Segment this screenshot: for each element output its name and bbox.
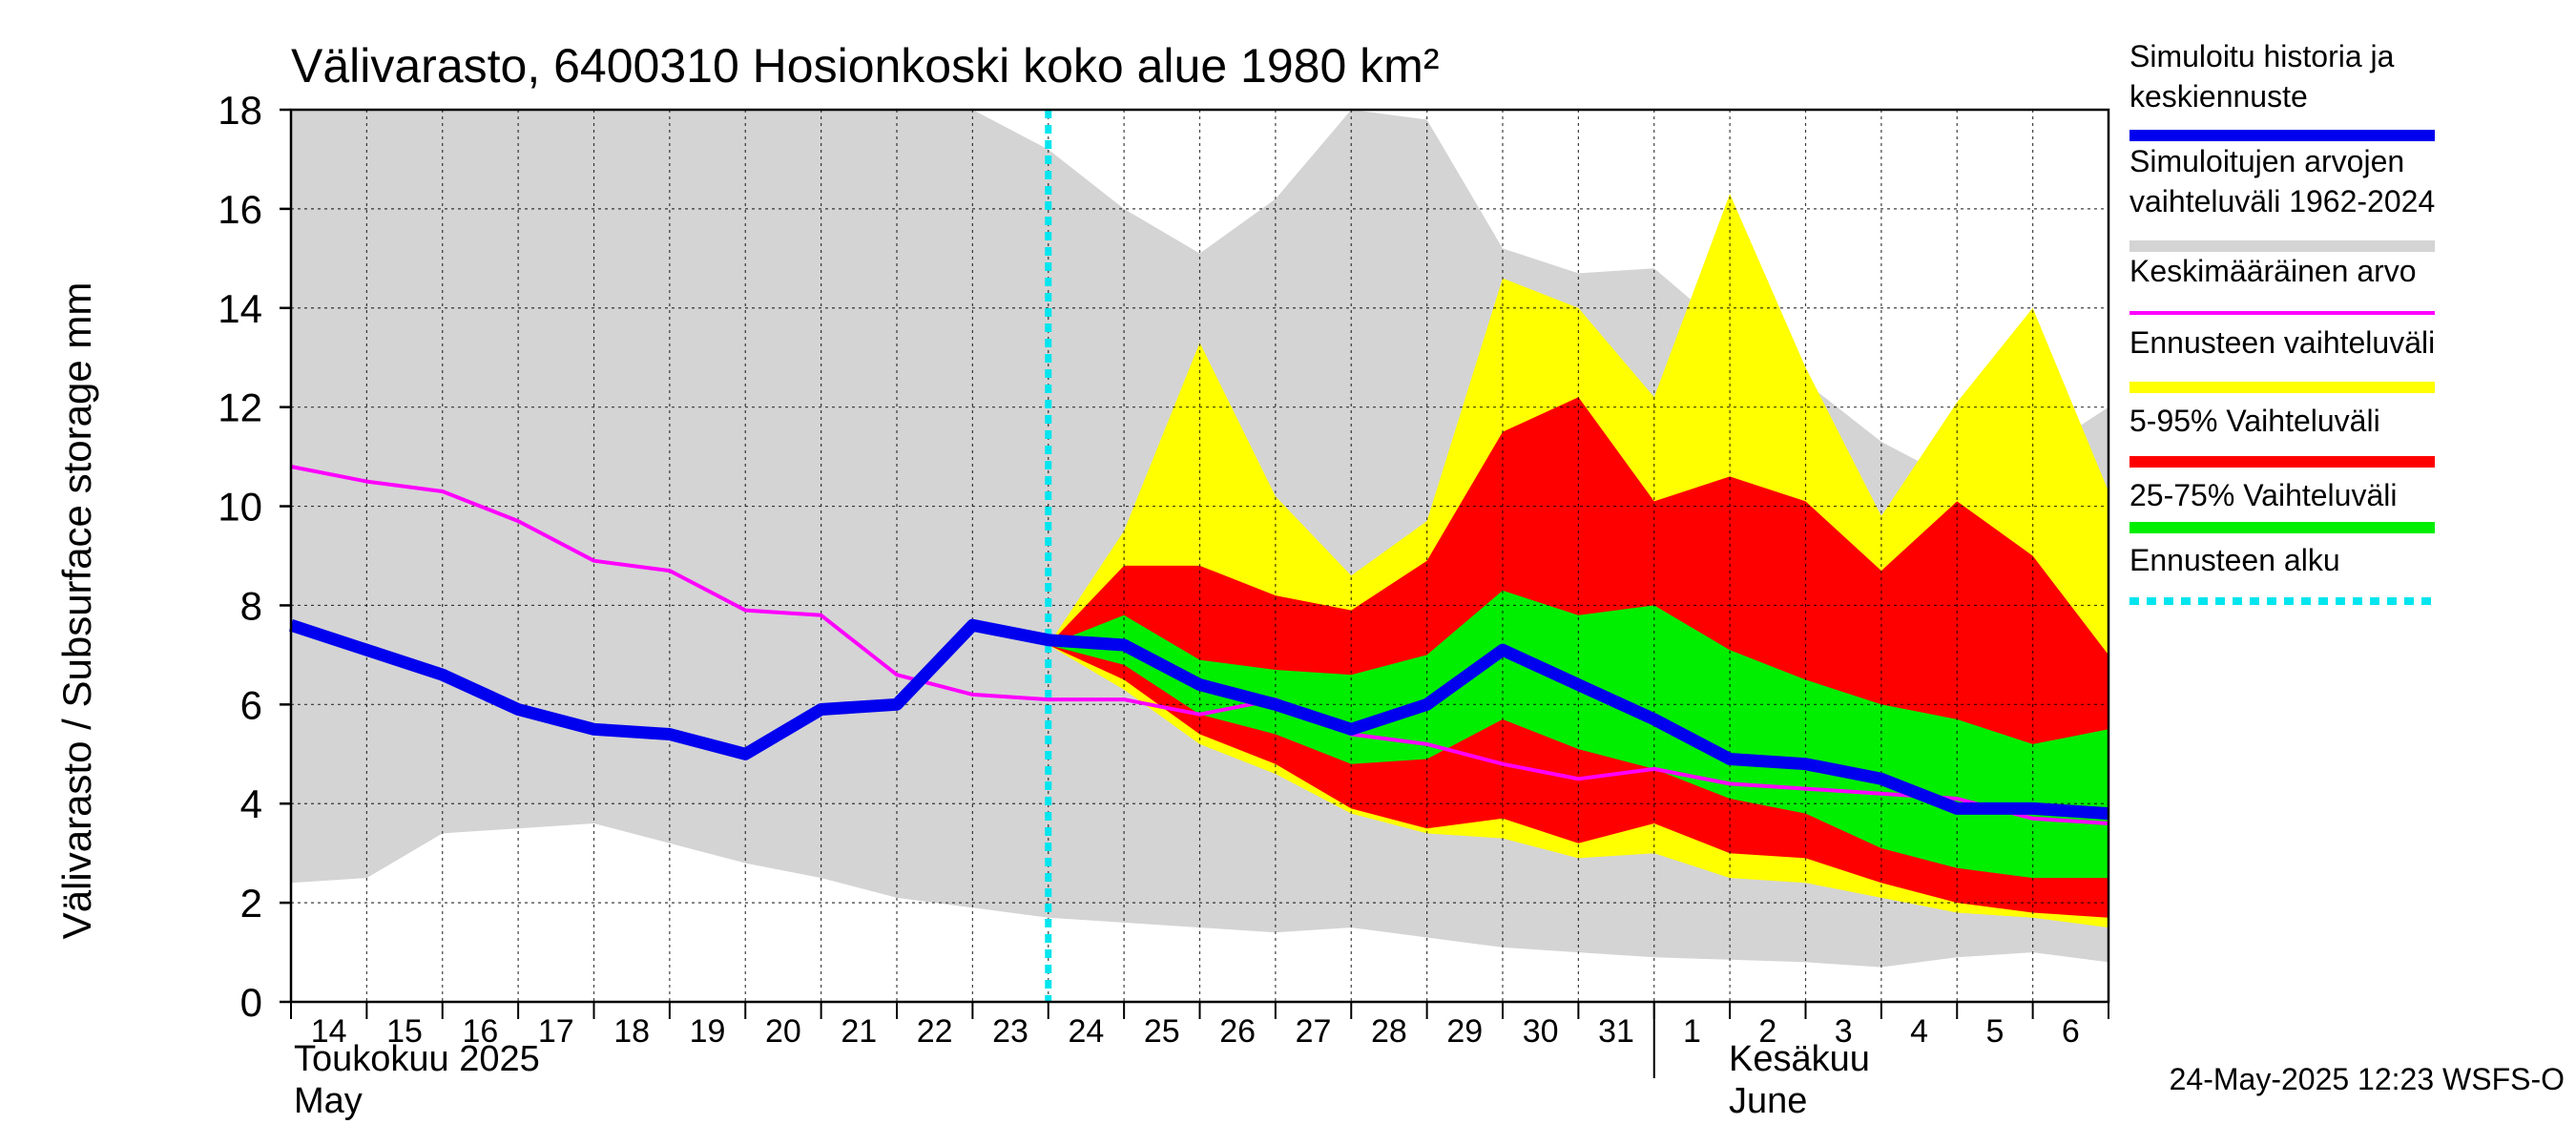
x-tick-labels: 14 15 16 17 18 19 20 21 22 23 24 25 26 27 28 29 30 31 1 2 3 4… [290, 1002, 2109, 1078]
x-tick-label: 23 [992, 1013, 1028, 1050]
legend-label: Simuloitujen arvojen [2129, 144, 2404, 178]
y-tick-label: 4 [240, 781, 262, 826]
legend-label: Ennusteen vaihteluväli [2129, 325, 2435, 360]
x-tick-label: 30 [1523, 1013, 1559, 1050]
y-tick-label: 0 [240, 980, 262, 1025]
x-tick-label: 16 [463, 1013, 499, 1050]
x-tick-label: 15 [386, 1013, 423, 1050]
legend-label: 5-95% Vaihteluväli [2129, 404, 2380, 438]
x-tick-label: 22 [917, 1013, 953, 1050]
legend-label: keskiennuste [2129, 79, 2308, 114]
y-tick-label: 14 [218, 286, 262, 331]
x-tick-label: 25 [1144, 1013, 1180, 1050]
month-label-may-fi: Toukokuu 2025 [294, 1039, 540, 1079]
x-tick-label: 24 [1069, 1013, 1105, 1050]
x-tick-label: 19 [690, 1013, 726, 1050]
x-tick-label: 1 [1683, 1013, 1701, 1050]
legend-entry: Ennusteen vaihteluväli [2129, 325, 2435, 393]
legend-label: 25-75% Vaihteluväli [2129, 478, 2397, 512]
x-tick-label: 28 [1371, 1013, 1407, 1050]
x-tick-label: 4 [1910, 1013, 1928, 1050]
x-tick-label: 2 [1758, 1013, 1776, 1050]
legend: Simuloitu historia jakeskiennusteSimuloi… [2129, 39, 2435, 605]
month-label-june-fi: Kesäkuu [1729, 1039, 1870, 1079]
mean-value-line [290, 465, 2109, 825]
x-tick-label: 20 [765, 1013, 801, 1050]
y-tick-label: 2 [240, 881, 262, 926]
x-tick-label: 26 [1219, 1013, 1256, 1050]
legend-entry: Simuloitu historia ja keskiennuste [2129, 39, 2435, 141]
y-tick-label: 8 [240, 583, 262, 628]
grid-layer [290, 109, 2109, 1003]
y-tick-label: 16 [218, 187, 262, 232]
x-tick-label: 18 [613, 1013, 650, 1050]
legend-entry: Ennusteen alku [2129, 543, 2435, 605]
month-label-may-en: May [294, 1081, 363, 1121]
legend-label: Simuloitu historia ja [2129, 39, 2395, 73]
legend-label: Keskimääräinen arvo [2129, 254, 2417, 288]
y-tick-label: 12 [218, 385, 262, 430]
x-tick-label: 5 [1985, 1013, 2004, 1050]
x-tick-label: 31 [1598, 1013, 1634, 1050]
legend-label: Ennusteen alku [2129, 543, 2340, 577]
y-tick-label: 18 [218, 88, 262, 133]
legend-entry: 5-95% Vaihteluväli [2129, 404, 2435, 468]
chart-title: Välivarasto, 6400310 Hosionkoski koko al… [291, 39, 1439, 93]
x-tick-label: 6 [2062, 1013, 2080, 1050]
x-tick-label: 14 [311, 1013, 347, 1050]
series-line-layer [288, 110, 2109, 1002]
y-tick-label: 10 [218, 485, 262, 530]
y-axis-label: Välivarasto / Subsurface storage mm [54, 282, 99, 940]
y-tick-label: 6 [240, 682, 262, 727]
legend-entry: Simuloitujen arvojen vaihteluväli 1962-20… [2129, 144, 2435, 252]
x-tick-label: 17 [538, 1013, 574, 1050]
plot-area [288, 108, 2110, 1004]
x-tick-label: 27 [1296, 1013, 1332, 1050]
x-tick-label: 3 [1835, 1013, 1853, 1050]
legend-entry: Keskimääräinen arvo [2129, 254, 2435, 315]
month-label-june-en: June [1729, 1081, 1807, 1121]
median-forecast-line [288, 618, 2109, 821]
timestamp-footer: 24-May-2025 12:23 WSFS-O [2170, 1062, 2565, 1096]
legend-entry: 25-75% Vaihteluväli [2129, 478, 2435, 533]
x-tick-label: 21 [841, 1013, 877, 1050]
legend-label: vaihteluväli 1962-2024 [2129, 184, 2435, 219]
y-tick-labels: 0 2 4 6 8 10 12 14 16 18 [218, 88, 291, 1025]
month-labels: Toukokuu 2025 May Kesäkuu June [294, 1039, 1870, 1121]
band-3 [1048, 590, 2109, 879]
x-tick-label: 29 [1446, 1013, 1483, 1050]
